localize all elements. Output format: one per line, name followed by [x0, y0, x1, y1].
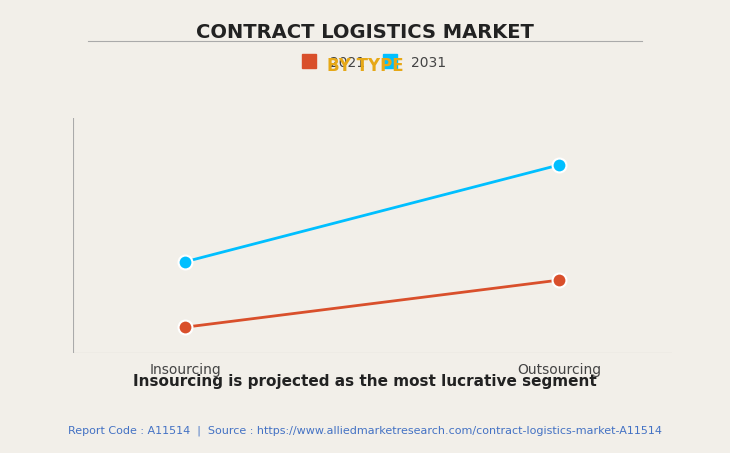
Text: Insourcing is projected as the most lucrative segment: Insourcing is projected as the most lucr…: [133, 374, 597, 389]
Legend: 2021, 2031: 2021, 2031: [293, 49, 452, 75]
Text: BY TYPE: BY TYPE: [327, 57, 403, 75]
Text: CONTRACT LOGISTICS MARKET: CONTRACT LOGISTICS MARKET: [196, 23, 534, 42]
Text: Report Code : A11514  |  Source : https://www.alliedmarketresearch.com/contract-: Report Code : A11514 | Source : https://…: [68, 426, 662, 436]
